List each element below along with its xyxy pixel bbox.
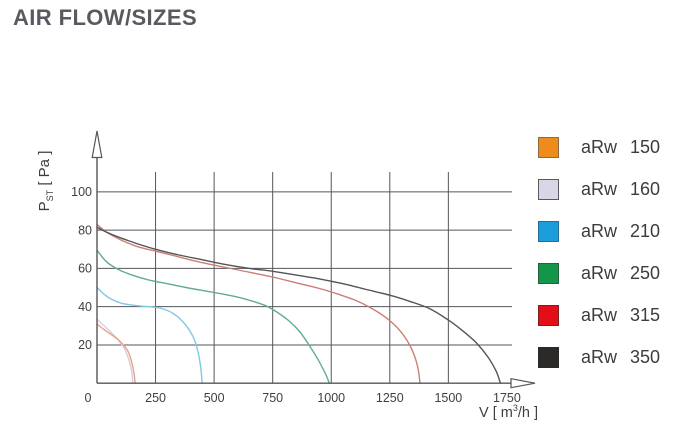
legend-swatch-aRw-315: [538, 305, 559, 326]
x-tick-label: 1250: [376, 391, 404, 405]
legend-item-aRw-150: aRw 150: [538, 137, 660, 158]
legend-item-aRw-350: aRw 350: [538, 347, 660, 368]
x-tick-label: 0: [85, 391, 92, 405]
legend-swatch-aRw-210: [538, 221, 559, 242]
curve-aRw-160: [96, 318, 134, 384]
curve-aRw-315: [96, 223, 421, 384]
legend-item-aRw-160: aRw 160: [538, 179, 660, 200]
legend: aRw 150 aRw 160 aRw 210 aRw 250 aRw 315 aRw 3…: [538, 137, 660, 389]
page-title: AIR FLOW/SIZES: [13, 5, 198, 30]
x-tick-label: 500: [204, 391, 225, 405]
y-tick-label: 100: [71, 185, 92, 199]
legend-label: aRw 350: [581, 347, 661, 367]
legend-item-aRw-315: aRw 315: [538, 305, 660, 326]
y-tick-label: 80: [78, 223, 92, 237]
y-tick-label: 20: [78, 338, 92, 352]
legend-swatch-aRw-160: [538, 179, 559, 200]
y-tick-label: 40: [78, 300, 92, 314]
legend-swatch-aRw-350: [538, 347, 559, 368]
x-axis-label-suffix: /h ]: [517, 404, 539, 421]
curve-aRw-250: [96, 249, 331, 384]
x-tick-label: 1500: [434, 391, 462, 405]
x-tick-label: 1750: [493, 391, 521, 405]
legend-label: aRw 160: [581, 179, 661, 199]
x-tick-label: 750: [262, 391, 283, 405]
curve-aRw-150: [96, 323, 136, 384]
x-tick-label: 250: [145, 391, 166, 405]
x-axis-label-prefix: V [ m: [479, 404, 513, 421]
y-axis-arrow-icon: [91, 130, 103, 159]
legend-swatch-aRw-150: [538, 137, 559, 158]
legend-swatch-aRw-250: [538, 263, 559, 284]
legend-label: aRw 315: [581, 305, 661, 325]
legend-item-aRw-210: aRw 210: [538, 221, 660, 242]
curve-aRw-350: [96, 226, 502, 384]
x-axis-arrow-icon: [510, 377, 536, 389]
x-axis-label-superscript: 3: [512, 403, 518, 413]
y-tick-label: 60: [78, 262, 92, 276]
legend-item-aRw-250: aRw 250: [538, 263, 660, 284]
legend-label: aRw 250: [581, 263, 661, 283]
legend-label: aRw 150: [581, 137, 661, 157]
x-axis-label: V [ m3/h ]: [479, 403, 619, 421]
legend-label: aRw 210: [581, 221, 661, 241]
curve-aRw-210: [96, 286, 203, 384]
x-tick-label: 1000: [317, 391, 345, 405]
